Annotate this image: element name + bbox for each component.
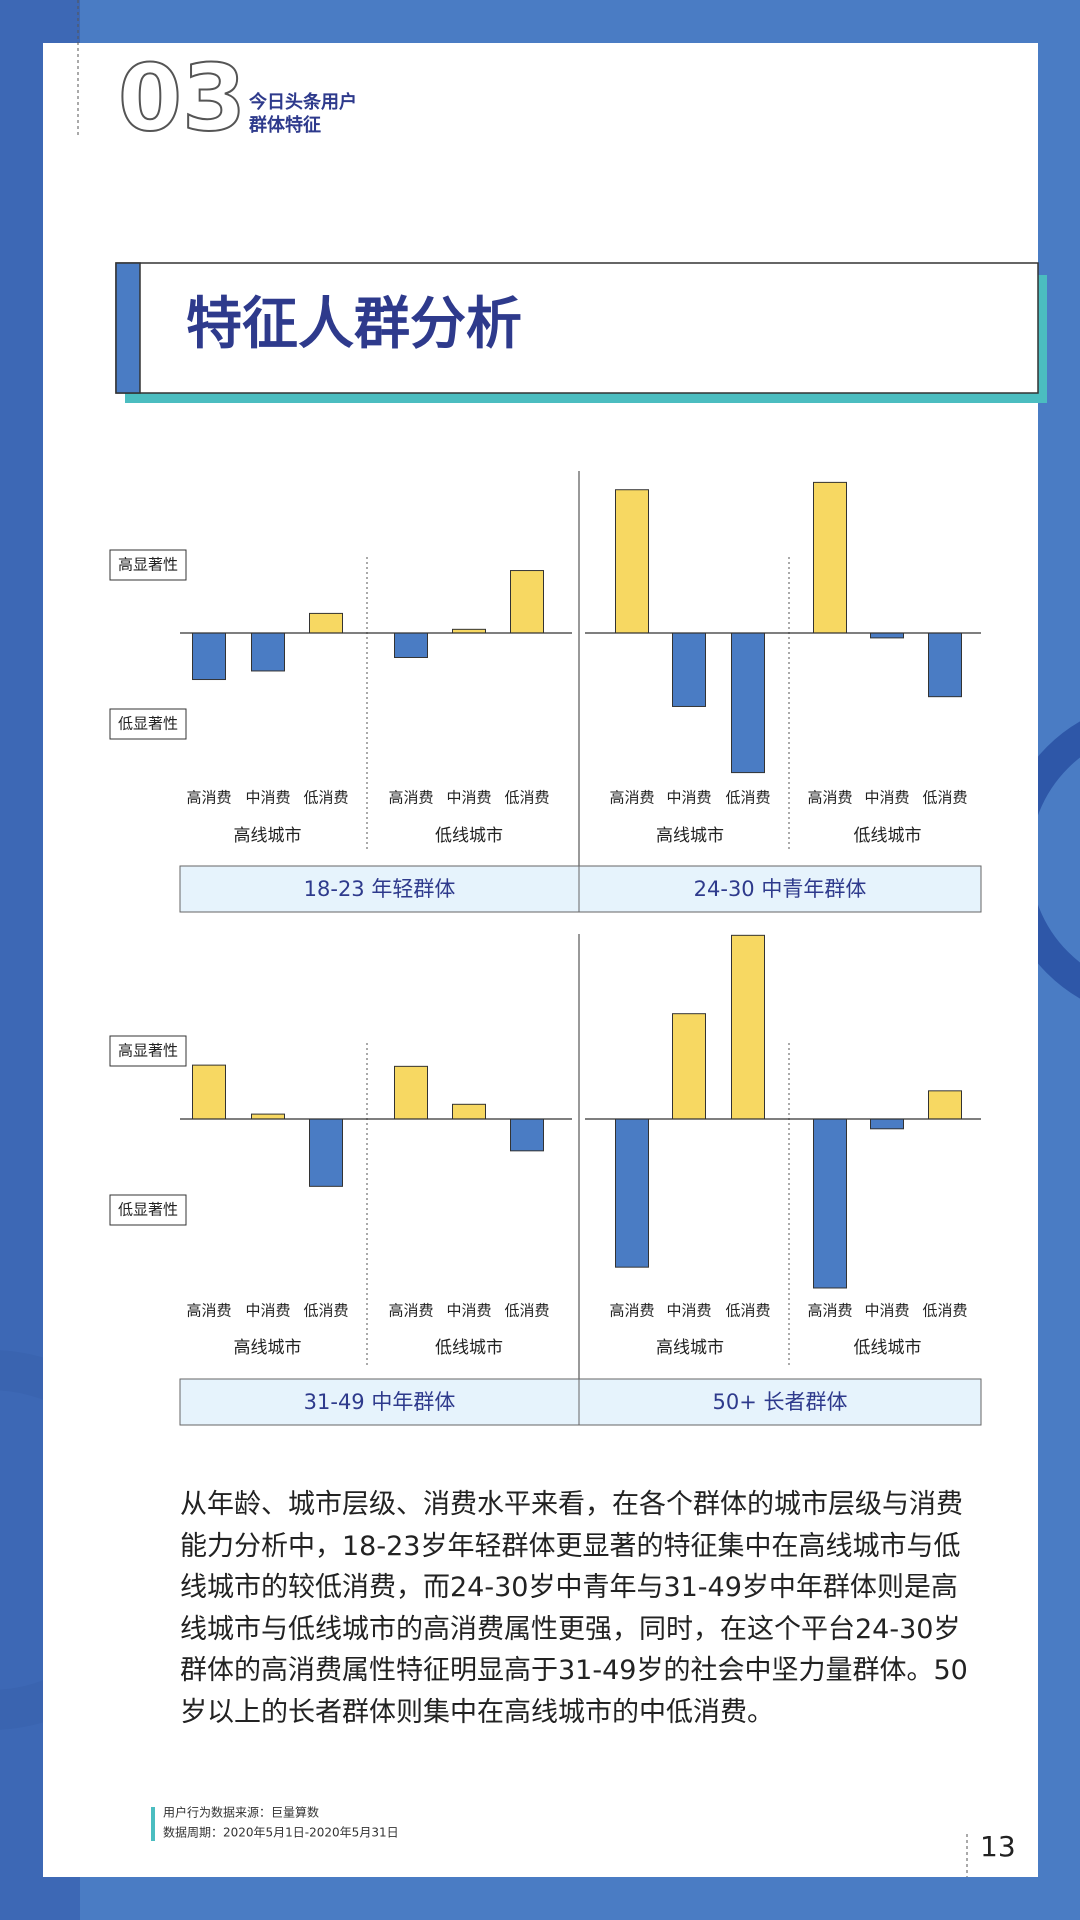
bar — [192, 632, 226, 681]
y-label-box — [109, 708, 187, 740]
group-label: 低线城市 — [435, 1338, 503, 1358]
category-label: 中消费 — [864, 789, 909, 807]
bar — [394, 1065, 428, 1120]
bar — [394, 632, 428, 658]
page-number: 13 — [980, 1830, 1016, 1863]
category-label: 中消费 — [666, 1302, 711, 1320]
category-label: 低消费 — [303, 1302, 348, 1320]
category-label: 高消费 — [609, 789, 654, 807]
section-title: 特征人群分析 — [186, 292, 522, 357]
bar — [309, 612, 343, 634]
category-label: 低消费 — [303, 789, 348, 807]
body-text: 从年龄、城市层级、消费水平来看，在各个群体的城市层级与消费能力分析中，18-23… — [180, 1489, 968, 1728]
bar — [192, 1064, 226, 1120]
category-label: 高消费 — [388, 1302, 433, 1320]
bar — [928, 1090, 962, 1120]
bar — [510, 570, 544, 634]
label-band — [179, 865, 580, 913]
bar — [452, 1103, 486, 1120]
category-label: 中消费 — [666, 789, 711, 807]
category-label: 低消费 — [922, 1302, 967, 1320]
header-title: 群体特征 — [249, 114, 321, 136]
chart-title: 50+ 长者群体 — [713, 1390, 848, 1414]
y-label-box — [109, 549, 187, 581]
chart-title: 18-23 年轻群体 — [304, 877, 456, 901]
bar — [251, 1113, 285, 1120]
bar — [251, 632, 285, 672]
category-label: 低消费 — [504, 789, 549, 807]
y-label: 低显著性 — [118, 715, 178, 733]
category-label: 高消费 — [807, 789, 852, 807]
bar — [731, 632, 765, 774]
y-label: 高显著性 — [118, 1042, 178, 1060]
bar — [813, 481, 847, 634]
group-label: 高线城市 — [234, 1338, 302, 1358]
bar — [672, 1013, 706, 1120]
y-label-box — [109, 1035, 187, 1067]
group-label: 低线城市 — [854, 1338, 922, 1358]
category-label: 低消费 — [922, 789, 967, 807]
category-label: 低消费 — [725, 789, 770, 807]
footnote: 用户行为数据来源：巨量算数 — [163, 1805, 319, 1820]
y-label: 高显著性 — [118, 556, 178, 574]
group-label: 高线城市 — [656, 1338, 724, 1358]
y-label-box — [109, 1194, 187, 1226]
label-band — [578, 1378, 982, 1426]
category-label: 中消费 — [446, 789, 491, 807]
header-title: 今日头条用户 — [249, 91, 357, 113]
category-label: 中消费 — [446, 1302, 491, 1320]
bar — [870, 632, 904, 639]
category-label: 低消费 — [725, 1302, 770, 1320]
bar — [510, 1118, 544, 1152]
y-label: 低显著性 — [118, 1201, 178, 1219]
group-label: 高线城市 — [234, 826, 302, 846]
group-label: 高线城市 — [656, 826, 724, 846]
bar — [309, 1118, 343, 1187]
bar — [928, 632, 962, 698]
section-number: 03 — [118, 44, 246, 151]
title-strip — [115, 262, 141, 394]
category-label: 高消费 — [186, 789, 231, 807]
category-label: 高消费 — [609, 1302, 654, 1320]
bar — [731, 934, 765, 1120]
label-band — [179, 1378, 580, 1426]
category-label: 中消费 — [864, 1302, 909, 1320]
footnote-bar — [151, 1807, 155, 1841]
label-band — [578, 865, 982, 913]
bar — [813, 1118, 847, 1289]
group-label: 低线城市 — [435, 826, 503, 846]
title-box — [115, 262, 1039, 394]
category-label: 中消费 — [245, 1302, 290, 1320]
group-label: 低线城市 — [854, 826, 922, 846]
footnote: 数据周期：2020年5月1日-2020年5月31日 — [163, 1825, 399, 1840]
chart-title: 31-49 中年群体 — [304, 1390, 456, 1414]
category-label: 高消费 — [388, 789, 433, 807]
category-label: 高消费 — [186, 1302, 231, 1320]
category-label: 中消费 — [245, 789, 290, 807]
category-label: 低消费 — [504, 1302, 549, 1320]
bar — [870, 1118, 904, 1130]
chart-title: 24-30 中青年群体 — [694, 877, 867, 901]
bar — [615, 489, 649, 634]
bar — [672, 632, 706, 707]
bar — [615, 1118, 649, 1268]
category-label: 高消费 — [807, 1302, 852, 1320]
